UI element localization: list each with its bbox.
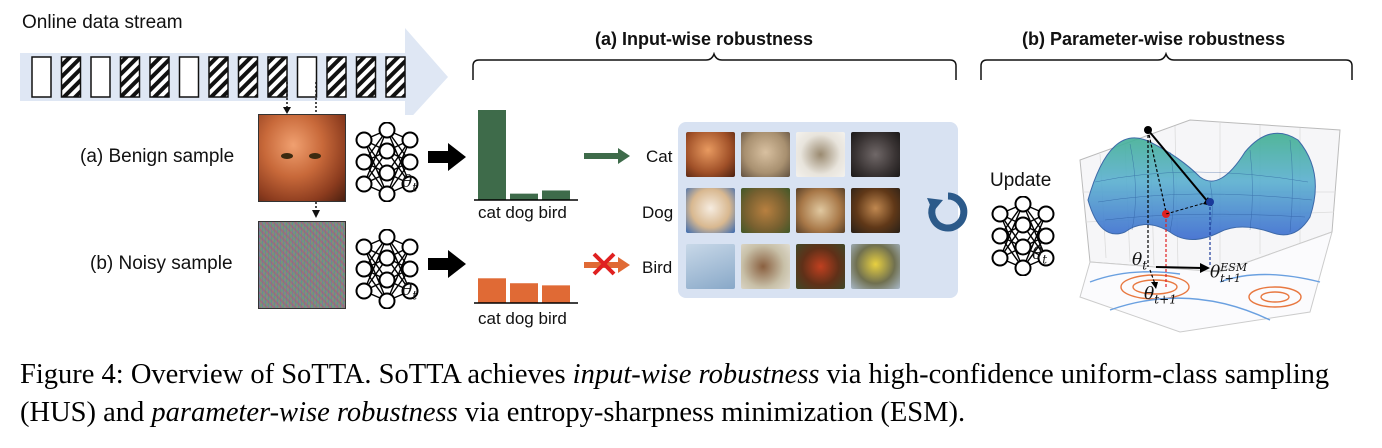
stream-sample-hatched	[60, 56, 82, 98]
bird-thumbnail	[741, 244, 790, 289]
benign-prediction-chart	[474, 110, 578, 201]
cat-thumbnail	[686, 132, 735, 177]
dog-thumbnail	[851, 188, 900, 233]
stream-sample-plain	[296, 56, 318, 98]
class-label-bird: Bird	[642, 258, 673, 277]
memory-bank-panel	[678, 122, 958, 298]
cat-thumbnail	[741, 132, 790, 177]
stream-sample-hatched	[208, 56, 229, 98]
stream-sample-plain	[31, 56, 52, 98]
class-label-cat: Cat	[646, 147, 673, 166]
network-node	[355, 238, 373, 256]
network-node	[1037, 205, 1055, 223]
network-node	[401, 260, 419, 278]
noisy-sample-image	[258, 221, 346, 309]
loss-surface-plot	[1079, 119, 1341, 333]
stream-sample-plain	[178, 56, 200, 98]
input-wise-brace	[472, 52, 957, 80]
network-node	[355, 260, 373, 278]
stream-sample-hatched	[237, 56, 259, 98]
arrow-right-icon	[428, 143, 466, 171]
network-node	[991, 205, 1009, 223]
network-node	[401, 153, 419, 171]
bar-dog	[510, 283, 538, 303]
network-node	[378, 185, 396, 202]
dog-thumbnail	[686, 188, 735, 233]
cat-thumbnail	[796, 132, 845, 177]
network-node	[355, 153, 373, 171]
reject-x-icon	[592, 252, 616, 276]
dog-thumbnail	[741, 188, 790, 233]
stream-sample-plain	[90, 56, 111, 98]
stream-label: Online data stream	[22, 12, 183, 33]
noisy-sample-label: (b) Noisy sample	[90, 253, 233, 274]
theta-t-benign: θt	[402, 172, 418, 195]
benign-chart-labels: cat dog bird	[478, 203, 567, 222]
stream-sample-hatched	[385, 56, 406, 98]
network-node	[378, 271, 396, 289]
stream-sample-hatched	[267, 56, 288, 98]
network-node	[1014, 238, 1032, 256]
bar-bird	[542, 285, 570, 303]
bird-thumbnail	[796, 244, 845, 289]
network-node	[378, 229, 396, 246]
network-node	[401, 175, 419, 193]
network-icon-benign	[355, 122, 419, 202]
stream-sample-hatched	[119, 56, 141, 98]
class-label-dog: Dog	[642, 203, 674, 222]
network-node	[1014, 259, 1032, 276]
bar-dog	[510, 193, 538, 200]
network-node	[401, 238, 419, 256]
input-wise-title: (a) Input-wise robustness	[595, 29, 814, 49]
network-node	[1014, 216, 1032, 234]
network-node	[991, 249, 1009, 267]
network-icon-update	[991, 196, 1055, 276]
bird-thumbnail	[851, 244, 900, 289]
network-node	[378, 292, 396, 309]
bar-cat	[478, 278, 506, 303]
stream-sample-hatched	[355, 56, 377, 98]
theta-esm-label: θ ESM t+1	[1210, 261, 1248, 285]
refresh-icon	[927, 192, 968, 232]
param-wise-title: (b) Parameter-wise robustness	[1022, 29, 1286, 49]
noisy-prediction-chart	[474, 278, 578, 304]
arrow-right-icon	[428, 250, 466, 278]
green-arrow-icon	[584, 148, 630, 164]
network-node	[1014, 196, 1032, 213]
network-node	[991, 227, 1009, 245]
stream-sample-hatched	[149, 56, 170, 98]
theta-t-noisy: θt	[402, 280, 418, 303]
network-node	[355, 175, 373, 193]
network-node	[401, 282, 419, 300]
stream-sample-hatched	[326, 56, 347, 98]
network-node	[378, 142, 396, 160]
benign-sample-label: (a) Benign sample	[80, 146, 235, 167]
network-node	[378, 122, 396, 139]
network-icon-noisy	[355, 229, 419, 309]
network-node	[401, 131, 419, 149]
theta-next-label: θt+1	[1144, 284, 1177, 307]
theta-t-label: θt	[1132, 250, 1148, 273]
figure-caption: Figure 4: Overview of SoTTA. SoTTA achie…	[20, 359, 1330, 428]
update-label: Update	[990, 170, 1052, 191]
network-node	[1037, 249, 1055, 267]
bird-thumbnail	[686, 244, 735, 289]
network-node	[378, 249, 396, 267]
theta-t-update: θt	[1032, 244, 1048, 267]
dog-thumbnail	[796, 188, 845, 233]
network-node	[355, 131, 373, 149]
network-node	[1037, 227, 1055, 245]
network-node	[378, 164, 396, 182]
bar-cat	[478, 110, 506, 200]
benign-cat-image	[258, 114, 346, 202]
network-node	[355, 282, 373, 300]
noisy-chart-labels: cat dog bird	[478, 309, 567, 328]
data-stream-arrow	[20, 28, 448, 115]
cat-thumbnail	[851, 132, 900, 177]
param-wise-brace	[980, 52, 1353, 80]
bar-bird	[542, 190, 570, 200]
